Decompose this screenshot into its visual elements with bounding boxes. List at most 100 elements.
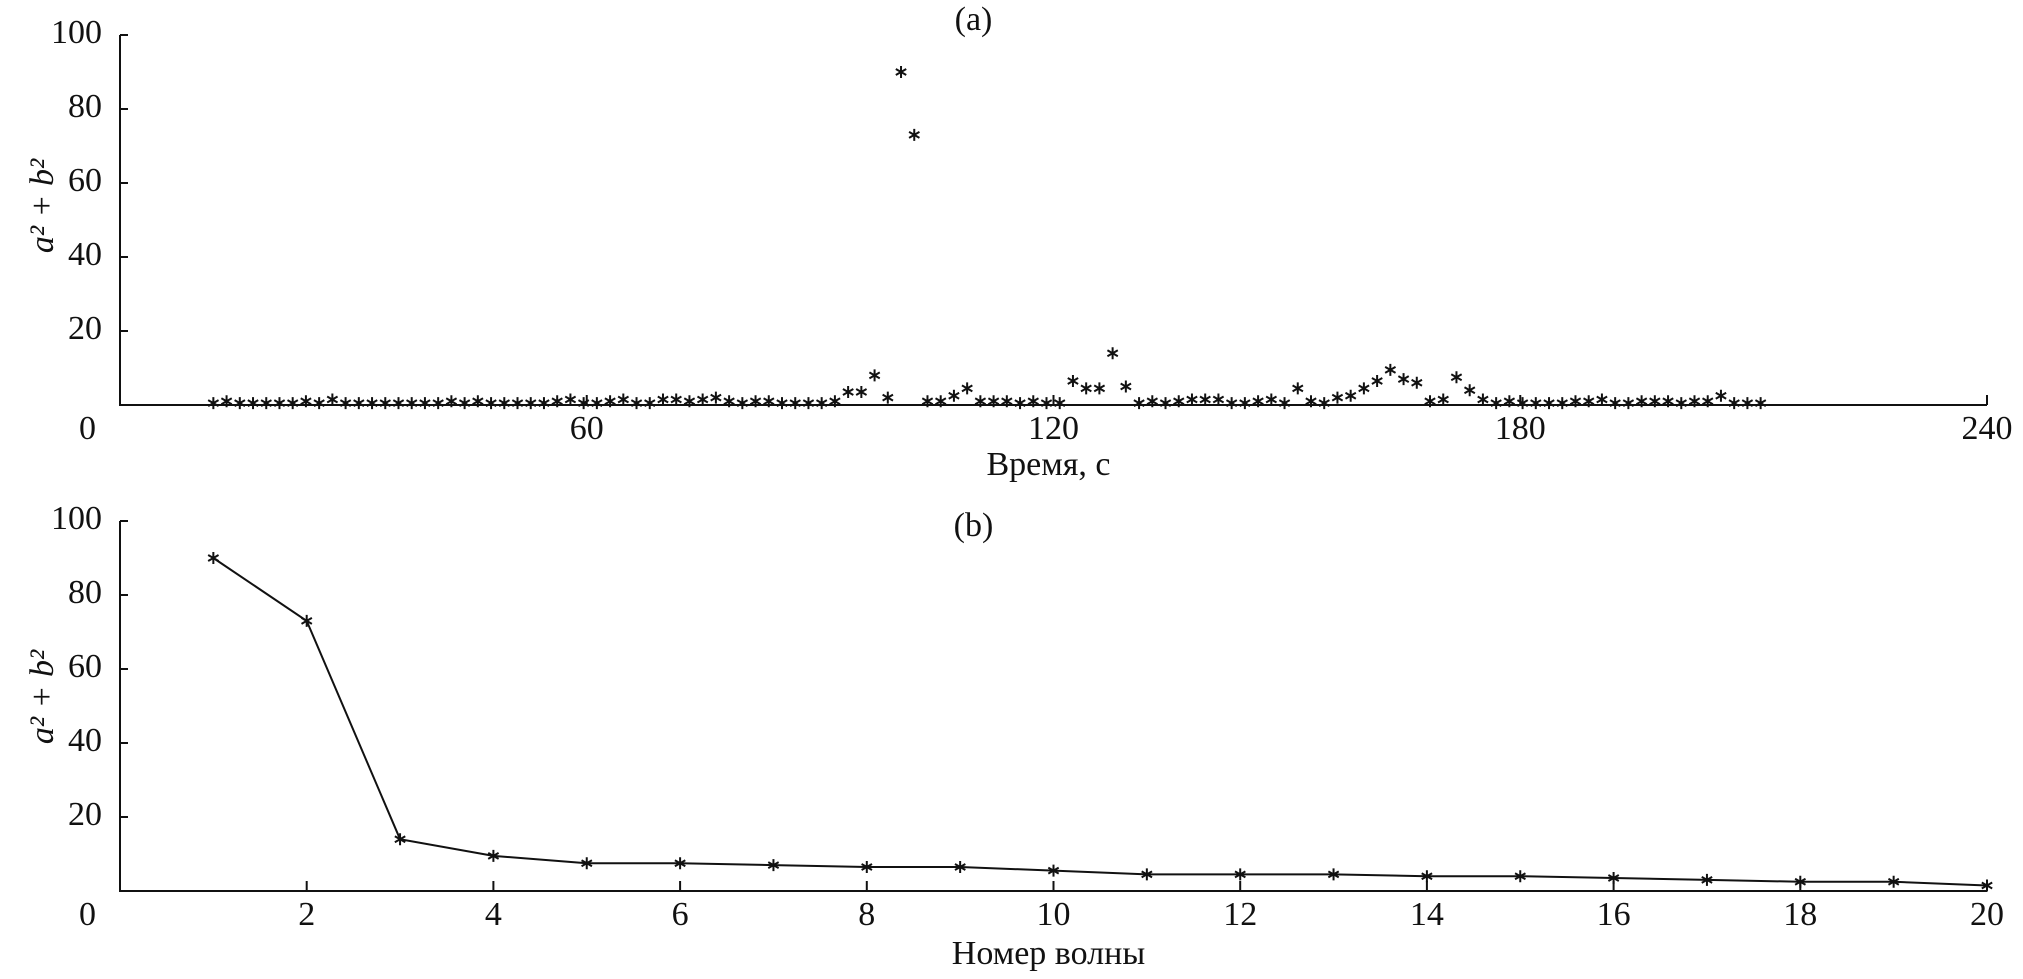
point <box>974 395 987 408</box>
x-tick-label: 16 <box>1597 896 1631 933</box>
point <box>1106 347 1119 360</box>
point <box>1358 382 1370 395</box>
point <box>861 860 873 873</box>
y-tick-label: 60 <box>68 162 102 199</box>
point <box>1054 397 1066 410</box>
point <box>1754 397 1767 410</box>
y-tick-label: 80 <box>68 88 102 125</box>
point <box>767 859 780 872</box>
point <box>564 393 577 406</box>
point <box>696 393 709 406</box>
point <box>1067 374 1079 387</box>
x-axis-label: Номер волны <box>952 935 1146 972</box>
x-tick-label: 0 <box>79 896 96 933</box>
point <box>1635 395 1648 408</box>
point <box>1421 870 1433 883</box>
point <box>577 397 590 410</box>
point <box>394 833 406 846</box>
point <box>1741 397 1754 410</box>
point <box>1371 374 1383 387</box>
x-tick-label: 240 <box>1962 410 2013 447</box>
point <box>1607 872 1620 885</box>
point <box>485 397 497 410</box>
point <box>538 397 550 410</box>
point <box>1331 391 1344 404</box>
point <box>710 391 722 404</box>
point <box>723 395 735 408</box>
point <box>604 395 616 408</box>
point <box>300 395 312 408</box>
point <box>1278 397 1291 410</box>
point <box>1649 395 1661 408</box>
point <box>815 397 828 410</box>
point <box>1239 397 1251 410</box>
point <box>1265 393 1278 406</box>
y-tick-label: 20 <box>68 310 102 347</box>
point <box>1530 397 1542 410</box>
point <box>1596 393 1608 406</box>
point <box>1080 382 1092 395</box>
point <box>1159 397 1172 410</box>
point <box>326 393 339 406</box>
point <box>1047 864 1060 877</box>
x-tick-label: 2 <box>298 896 315 933</box>
point <box>1146 395 1158 408</box>
point <box>273 397 286 410</box>
point <box>763 395 775 408</box>
point <box>736 397 749 410</box>
point <box>1141 868 1153 881</box>
y-tick-label: 60 <box>68 648 102 685</box>
point <box>1424 395 1436 408</box>
point <box>1622 397 1635 410</box>
point <box>1794 875 1806 888</box>
point <box>339 397 352 410</box>
point <box>1556 397 1568 410</box>
point <box>987 395 1000 408</box>
point <box>525 397 537 410</box>
point <box>353 397 365 410</box>
point <box>868 369 881 382</box>
point <box>1120 380 1132 393</box>
x-tick-label: 120 <box>1028 410 1079 447</box>
point <box>1981 879 1993 892</box>
point <box>366 397 378 410</box>
point <box>313 397 325 410</box>
point <box>1701 873 1713 886</box>
y-tick-label: 40 <box>68 722 102 759</box>
point <box>1583 395 1595 408</box>
point <box>207 397 220 410</box>
point <box>1397 373 1410 386</box>
point <box>498 397 510 410</box>
x-tick-label: 8 <box>858 896 875 933</box>
point <box>1234 868 1246 881</box>
point <box>961 382 973 395</box>
point <box>1027 395 1039 408</box>
point <box>1305 395 1317 408</box>
point <box>1384 363 1397 376</box>
point <box>789 397 801 410</box>
point <box>487 849 500 862</box>
y-axis-label: a² + b² <box>24 649 61 744</box>
y-tick-label: 100 <box>51 500 102 537</box>
point <box>1040 397 1053 410</box>
x-tick-label: 60 <box>570 410 604 447</box>
point <box>630 397 643 410</box>
point <box>1503 395 1516 408</box>
point <box>1514 870 1526 883</box>
x-tick-label: 0 <box>79 410 96 447</box>
x-axis-label: Время, с <box>986 446 1110 483</box>
point <box>829 395 841 408</box>
point <box>1212 393 1225 406</box>
x-tick-label: 180 <box>1495 410 1546 447</box>
point <box>617 393 630 406</box>
point <box>935 395 947 408</box>
point <box>954 860 966 873</box>
point <box>921 395 934 408</box>
point <box>1199 393 1211 406</box>
x-tick-label: 4 <box>485 896 502 933</box>
subplot-title: (a) <box>955 1 993 38</box>
point <box>234 397 246 410</box>
point <box>657 393 669 406</box>
point <box>683 395 696 408</box>
